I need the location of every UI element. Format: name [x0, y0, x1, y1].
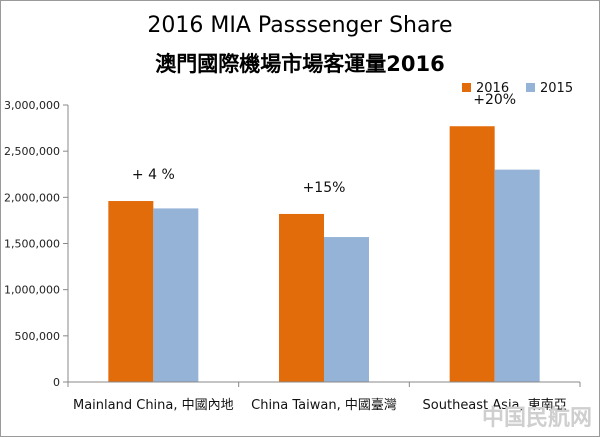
y-tick-label: 2,500,000 [4, 145, 60, 158]
growth-annotation: +20% [473, 92, 516, 108]
legend-swatch-2016 [462, 83, 471, 92]
legend-swatch-2015 [526, 83, 535, 92]
y-tick-label: 2,000,000 [4, 191, 60, 204]
y-axis: 0 500,000 1,000,000 1,500,000 2,000,000 2,500… [4, 99, 69, 389]
bar-2016 [279, 213, 324, 382]
legend: 2016 2015 [462, 81, 573, 96]
x-category-label: Southeast Asia, 東南亞 [423, 397, 567, 413]
legend-label: 2016 [476, 81, 509, 96]
bar-2015 [324, 237, 369, 382]
y-tick-label: 3,000,000 [4, 99, 60, 112]
growth-annotations: + 4 % +15% +20% [132, 92, 516, 196]
bars [108, 126, 540, 382]
growth-annotation: + 4 % [132, 167, 175, 183]
chart-title: 2016 MIA Passsenger Share [147, 13, 452, 38]
y-tick-label: 0 [53, 376, 60, 389]
growth-annotation: +15% [303, 180, 346, 196]
y-tick-label: 500,000 [15, 330, 61, 343]
bar-2016 [449, 126, 495, 382]
x-category-label: Mainland China, 中國內地 [73, 398, 234, 413]
legend-label: 2015 [540, 81, 573, 96]
bar-2015 [153, 208, 199, 382]
bar-2015 [494, 169, 540, 382]
y-tick-label: 1,500,000 [4, 238, 60, 251]
chart-subtitle: 澳門國際機場市場客運量2016 [155, 52, 444, 76]
watermark-text: 中国民航网 [482, 405, 592, 431]
bar-2016 [108, 201, 154, 382]
x-axis: Mainland China, 中國內地 China Taiwan, 中國臺灣 So… [67, 381, 581, 413]
x-category-label: China Taiwan, 中國臺灣 [251, 398, 397, 413]
y-tick-label: 1,000,000 [4, 284, 60, 297]
